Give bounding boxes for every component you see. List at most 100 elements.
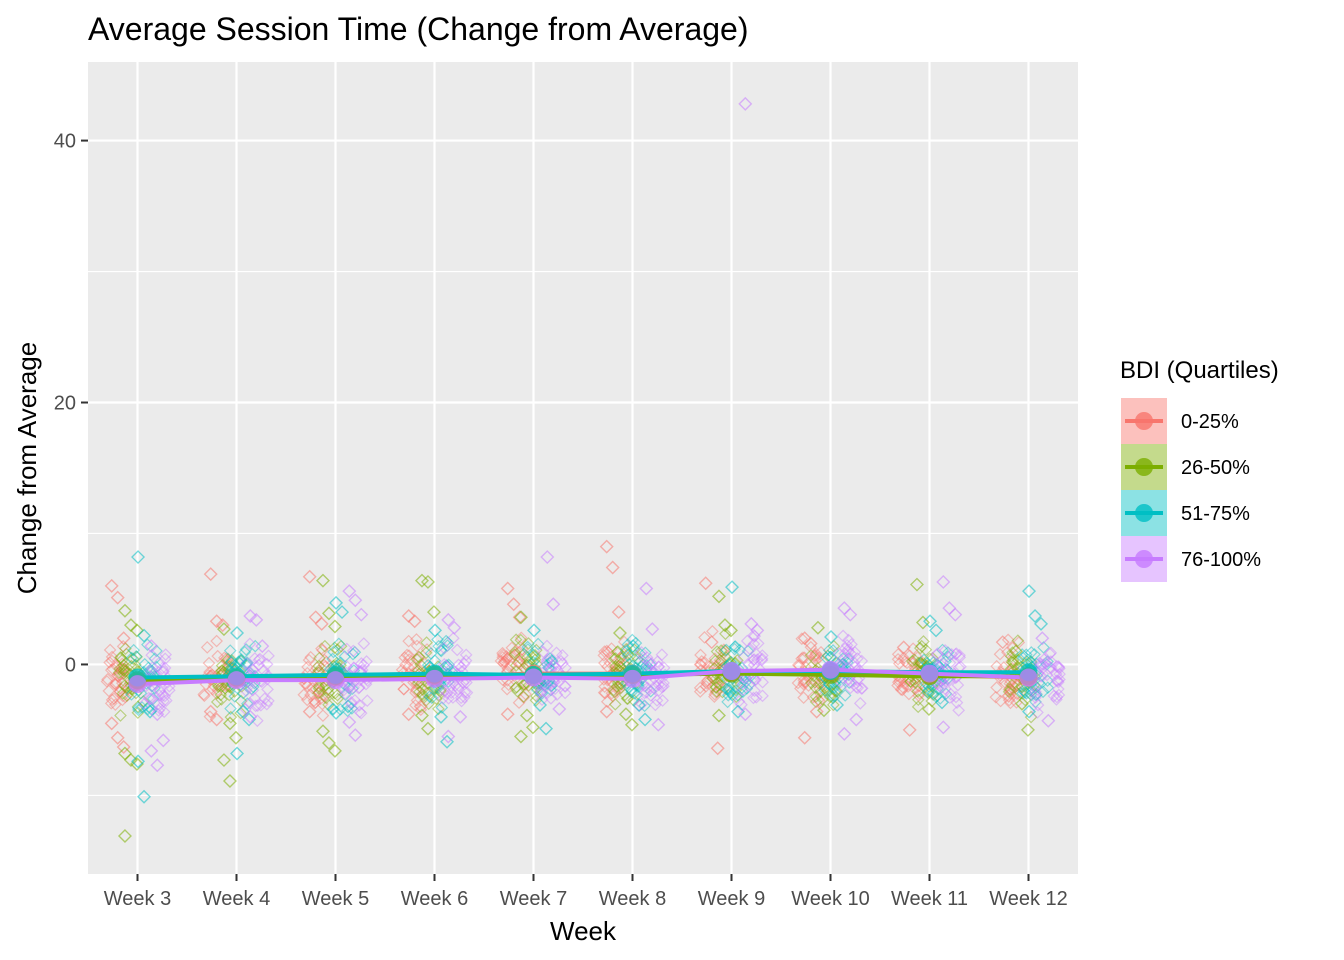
jitter-point: [398, 651, 412, 664]
outlier-point: [731, 704, 746, 719]
jitter-point: [908, 675, 922, 689]
jitter-point: [907, 653, 921, 667]
jitter-point: [313, 651, 326, 665]
jitter-point: [521, 640, 535, 654]
jitter-point: [813, 677, 826, 690]
jitter-point: [825, 689, 839, 703]
jitter-point: [1017, 684, 1031, 697]
jitter-point: [558, 679, 572, 693]
outlier-point: [837, 726, 852, 741]
jitter-point: [307, 694, 321, 708]
jitter-point: [449, 679, 462, 692]
jitter-point: [118, 662, 131, 676]
jitter-point: [410, 677, 424, 691]
jitter-point: [706, 671, 719, 685]
jitter-point: [526, 648, 540, 662]
jitter-point: [834, 680, 847, 694]
jitter-point: [431, 633, 444, 646]
outlier-point: [704, 635, 719, 650]
outlier-point: [401, 707, 416, 722]
jitter-point: [741, 644, 755, 658]
jitter-point: [749, 690, 763, 704]
jitter-point: [836, 652, 850, 665]
jitter-point: [842, 672, 856, 686]
outlier-point: [651, 717, 666, 732]
jitter-point: [220, 654, 234, 668]
jitter-point: [795, 632, 809, 646]
jitter-point: [326, 652, 339, 666]
outlier-point: [129, 623, 144, 638]
outlier-point: [137, 628, 152, 643]
jitter-point: [750, 647, 763, 661]
jitter-point: [424, 647, 438, 660]
jitter-point: [943, 674, 956, 687]
legend-label: 51-75%: [1181, 503, 1250, 525]
jitter-point: [723, 684, 737, 697]
jitter-point: [938, 682, 952, 696]
jitter-point: [234, 653, 248, 666]
jitter-point: [1006, 646, 1019, 659]
outlier-point: [327, 619, 342, 634]
jitter-point: [614, 651, 627, 664]
jitter-point: [637, 651, 650, 664]
outlier-point: [605, 560, 620, 575]
jitter-point: [200, 641, 214, 654]
jitter-point: [842, 645, 856, 659]
jitter-point: [1024, 646, 1038, 659]
legend-label: 76-100%: [1181, 549, 1261, 571]
jitter-point: [747, 691, 760, 705]
jitter-point: [798, 651, 811, 665]
outlier-point: [209, 614, 224, 629]
jitter-point: [509, 644, 523, 657]
jitter-point: [158, 652, 172, 666]
jitter-point: [621, 638, 635, 652]
jitter-point: [607, 683, 621, 697]
outlier-point: [428, 623, 443, 638]
jitter-point: [720, 682, 734, 696]
jitter-point: [100, 675, 114, 688]
jitter-point: [838, 642, 852, 655]
jitter-point: [1024, 688, 1038, 701]
jitter-point: [726, 688, 739, 702]
jitter-point: [145, 661, 159, 675]
outlier-point: [816, 703, 831, 718]
jitter-point: [132, 703, 145, 717]
outlier-point: [995, 635, 1010, 650]
jitter-point: [503, 658, 517, 672]
jitter-point: [1020, 687, 1033, 700]
outlier-point: [639, 581, 654, 596]
jitter-point: [698, 656, 712, 670]
jitter-point: [397, 682, 411, 696]
jitter-point: [332, 637, 346, 651]
jitter-point: [319, 655, 333, 669]
jitter-point: [713, 678, 727, 692]
jitter-point: [246, 680, 260, 694]
jitter-point: [823, 690, 837, 704]
jitter-point: [446, 691, 460, 704]
outlier-point: [222, 716, 237, 731]
jitter-point: [620, 692, 634, 706]
outlier-point: [414, 708, 429, 723]
jitter-point: [1051, 674, 1065, 687]
jitter-point: [318, 660, 332, 674]
jitter-point: [312, 680, 326, 694]
jitter-point: [105, 693, 119, 707]
jitter-point: [1018, 686, 1032, 699]
jitter-point: [327, 645, 340, 659]
jitter-point: [112, 670, 125, 683]
jitter-point: [512, 696, 526, 710]
legend-key-point: [1135, 458, 1153, 476]
outlier-point: [527, 623, 542, 638]
outlier-point: [506, 597, 521, 612]
jitter-point: [458, 690, 471, 704]
outlier-point: [228, 730, 243, 745]
jitter-point: [908, 676, 922, 690]
jitter-point: [423, 690, 436, 704]
jitter-point: [709, 681, 723, 694]
mean-point: [920, 664, 939, 683]
jitter-point: [114, 682, 127, 695]
jitter-point: [603, 656, 617, 670]
jitter-point: [212, 680, 225, 693]
jitter-point: [107, 692, 121, 706]
jitter-point: [441, 636, 455, 649]
